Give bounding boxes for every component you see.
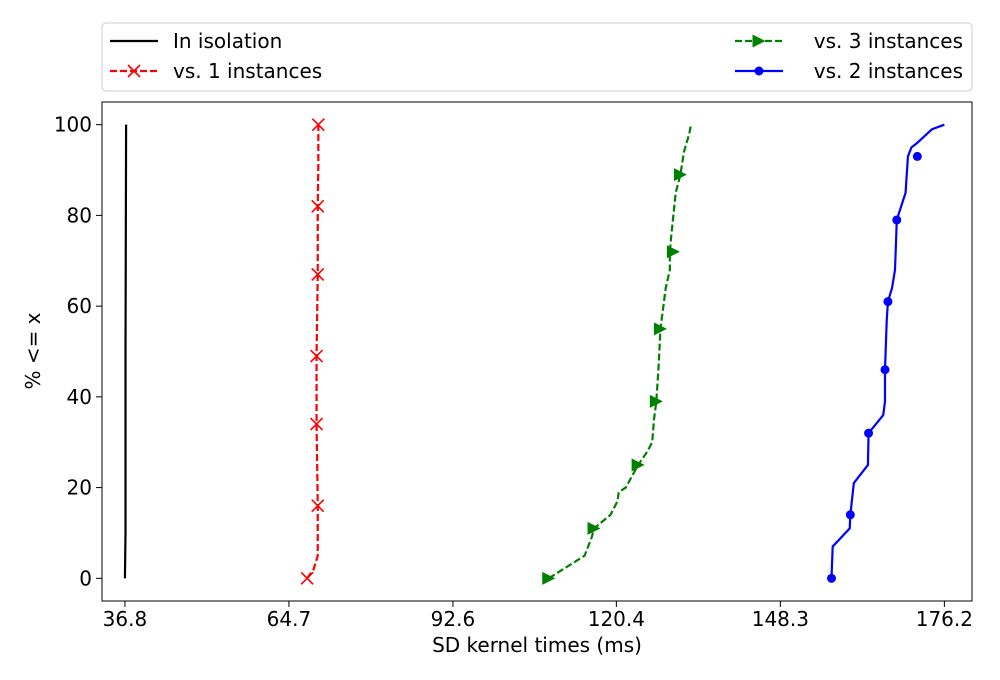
y-tick-label: 60 bbox=[67, 294, 92, 318]
x-tick-label: 120.4 bbox=[588, 607, 645, 631]
plot-frame bbox=[101, 101, 973, 602]
data-point bbox=[631, 458, 645, 472]
data-point bbox=[845, 510, 855, 520]
y-tick-label: 40 bbox=[67, 385, 92, 409]
data-point bbox=[542, 571, 556, 585]
data-point bbox=[311, 499, 325, 513]
x-axis-label: SD kernel times (ms) bbox=[432, 633, 642, 657]
data-point bbox=[892, 215, 902, 225]
x-tick-label: 176.2 bbox=[916, 607, 973, 631]
legend-item: vs. 2 instances bbox=[735, 59, 963, 83]
data-point bbox=[649, 394, 663, 408]
data-point bbox=[309, 417, 324, 431]
y-tick-label: 100 bbox=[54, 113, 92, 137]
y-tick-label: 20 bbox=[67, 476, 92, 500]
data-point bbox=[653, 322, 667, 336]
data-point bbox=[127, 64, 141, 78]
legend: In isolation vs. 1 instances vs. 3 instanc… bbox=[101, 22, 973, 92]
series-3 bbox=[827, 123, 945, 583]
data-point bbox=[912, 151, 922, 161]
series-2 bbox=[542, 124, 693, 585]
series-1 bbox=[300, 118, 325, 585]
data-point bbox=[300, 571, 314, 585]
legend-label: In isolation bbox=[173, 29, 282, 53]
data-point bbox=[673, 168, 687, 182]
data-point bbox=[827, 573, 837, 583]
data-point bbox=[880, 365, 890, 375]
x-tick-label: 92.6 bbox=[431, 607, 476, 631]
legend-item: vs. 3 instances bbox=[735, 29, 963, 53]
legend-label: vs. 3 instances bbox=[814, 29, 963, 53]
axes: 36.8 64.7 92.6 120.4 148.3 176.2 0 20 40 60 80 100 bbox=[54, 113, 973, 631]
legend-item: vs. 1 instances bbox=[110, 59, 322, 83]
data-point bbox=[311, 118, 325, 132]
x-tick-label: 148.3 bbox=[752, 607, 809, 631]
data-point bbox=[311, 267, 325, 281]
x-tick-label: 64.7 bbox=[267, 607, 312, 631]
y-tick-label: 0 bbox=[79, 566, 92, 590]
y-tick-label: 80 bbox=[67, 203, 92, 227]
data-point bbox=[754, 66, 764, 76]
x-tick-label: 36.8 bbox=[103, 607, 148, 631]
y-axis-label: % <= x bbox=[21, 312, 45, 389]
series-0 bbox=[123, 124, 128, 579]
data-point bbox=[864, 428, 874, 438]
series-line bbox=[123, 124, 128, 579]
legend-item: In isolation bbox=[110, 29, 282, 53]
data-point bbox=[311, 199, 325, 213]
data-point bbox=[587, 521, 601, 535]
data-point bbox=[309, 349, 324, 363]
legend-label: vs. 2 instances bbox=[814, 59, 963, 83]
data-point bbox=[883, 297, 893, 307]
data-point bbox=[666, 245, 680, 259]
plot-area bbox=[123, 118, 945, 585]
series-line bbox=[548, 124, 693, 580]
data-point bbox=[752, 34, 766, 48]
legend-label: vs. 1 instances bbox=[173, 59, 322, 83]
